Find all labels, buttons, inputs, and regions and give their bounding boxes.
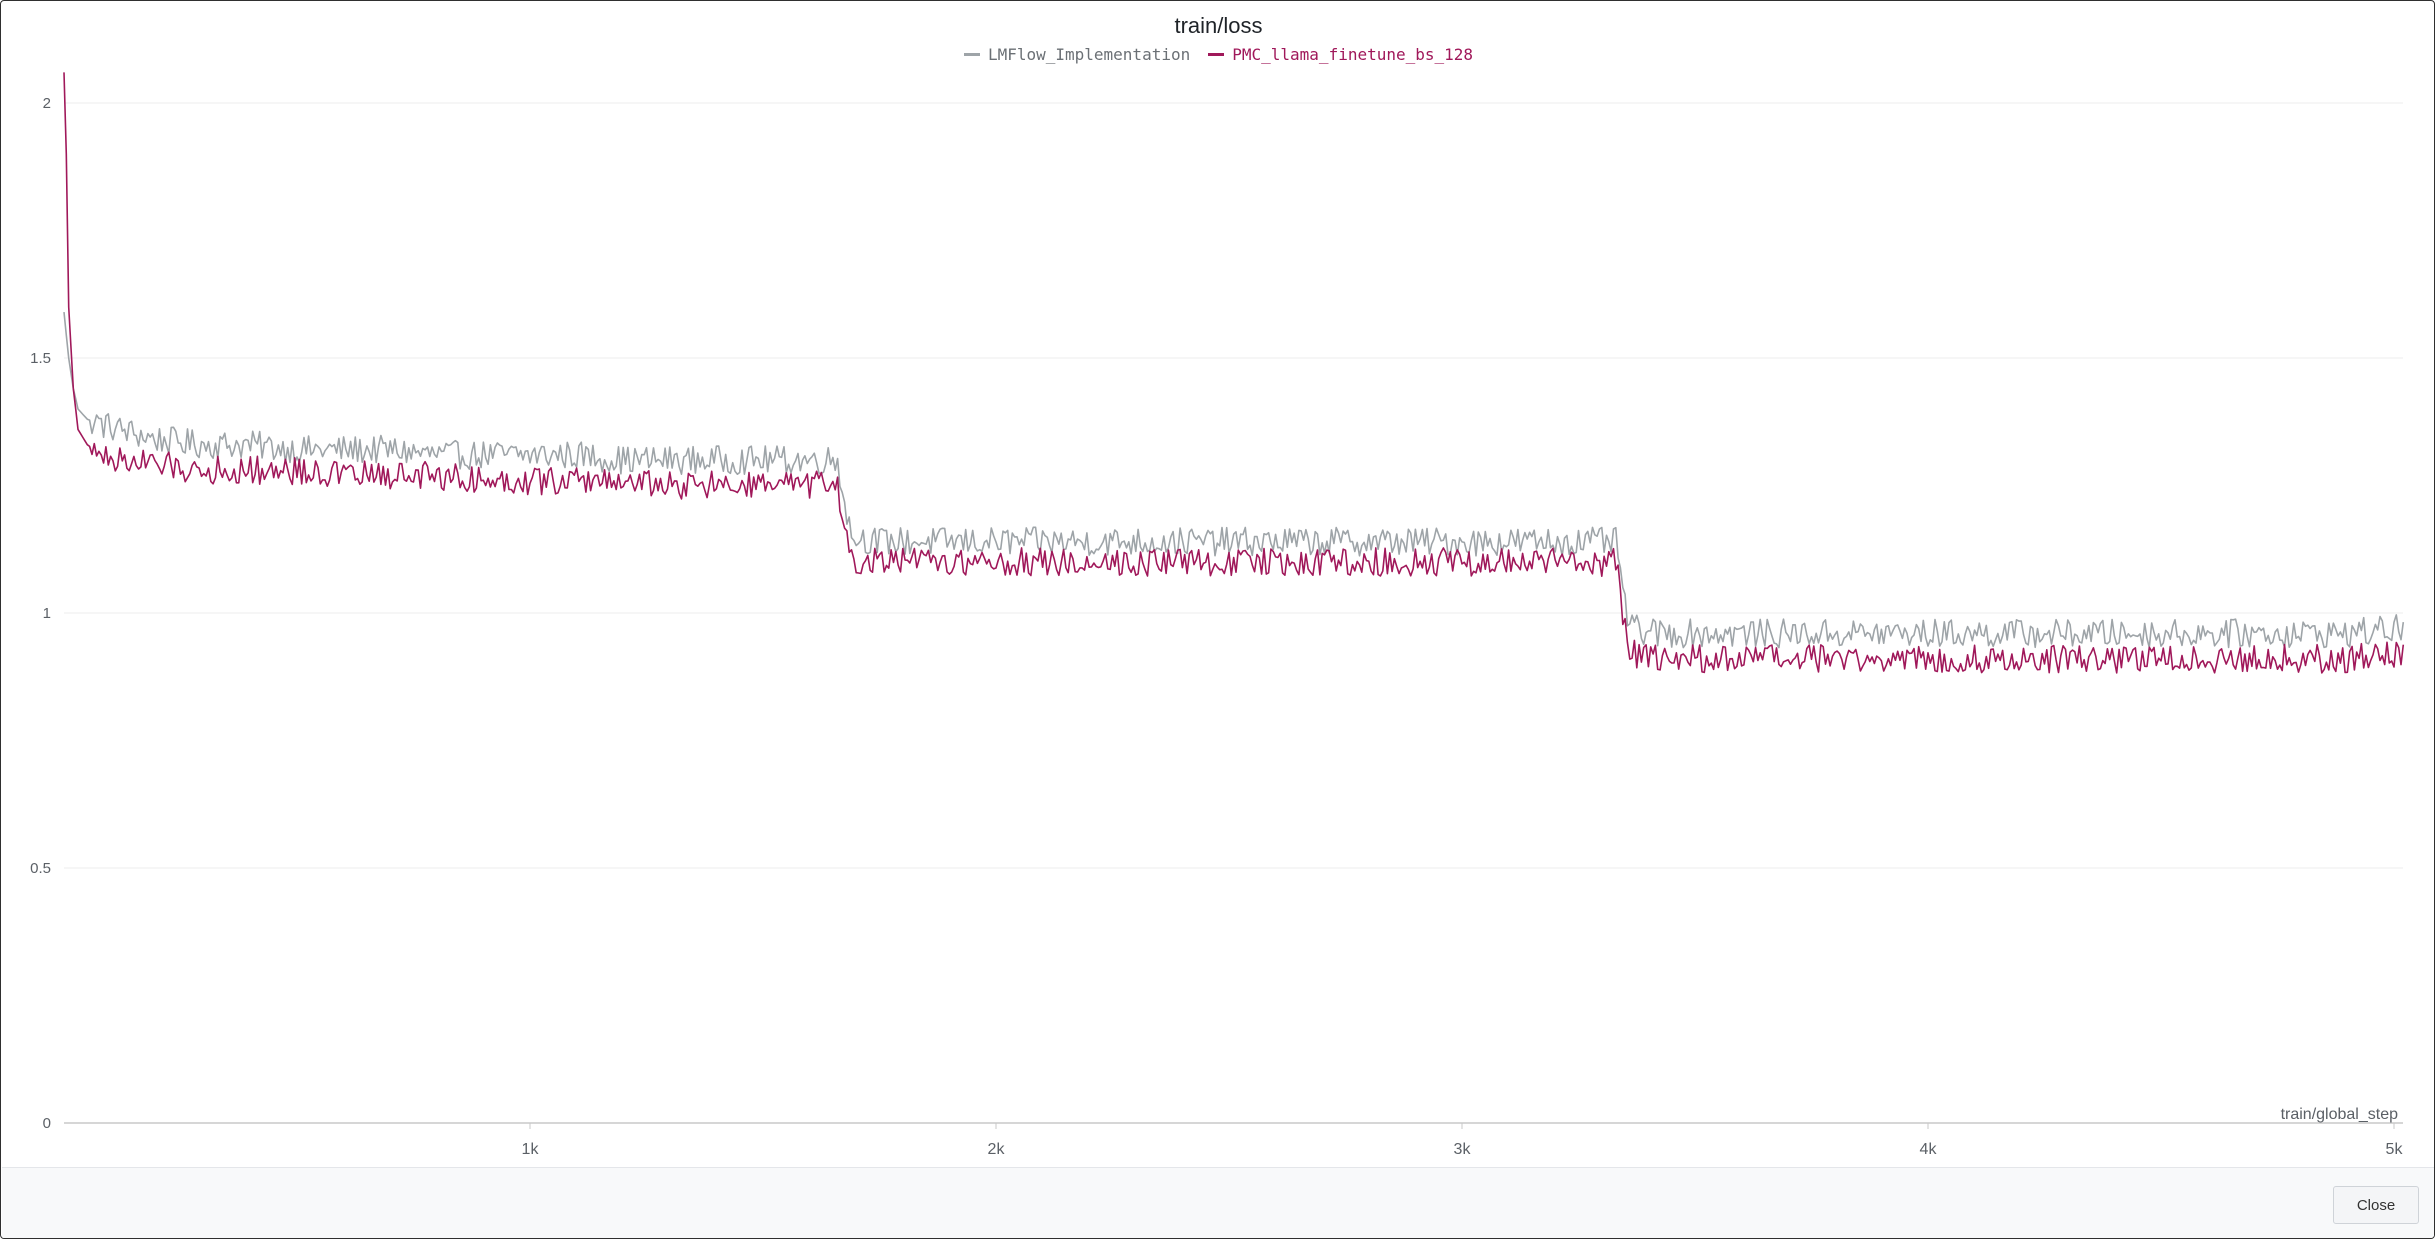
x-tick-label: 5k xyxy=(2386,1141,2404,1158)
legend-item-pmc-llama[interactable]: PMC_llama_finetune_bs_128 xyxy=(1208,45,1473,64)
axes: 0 0.5 1 1.5 2 1k 2k 3k 4k 5k xyxy=(30,95,2403,1158)
legend-label-lmflow: LMFlow_Implementation xyxy=(987,45,1191,64)
legend-label-pmc-llama: PMC_llama_finetune_bs_128 xyxy=(1232,45,1474,64)
modal-footer: Close xyxy=(2,1167,2434,1238)
x-tick-label: 1k xyxy=(522,1141,540,1158)
chart-title: train/loss xyxy=(1174,13,1263,38)
series-line-lmflow-implementation[interactable] xyxy=(63,312,2405,649)
y-tick-label: 1.5 xyxy=(30,350,51,367)
series-lines xyxy=(63,72,2405,674)
x-axis-title: train/global_step xyxy=(2281,1106,2399,1123)
x-tick-label: 4k xyxy=(1920,1141,1938,1158)
series-line-pmc-llama-finetune-bs-128[interactable] xyxy=(63,72,2405,674)
chart-legend: LMFlow_Implementation PMC_llama_finetune… xyxy=(1,45,2434,64)
close-button[interactable]: Close xyxy=(2333,1186,2419,1224)
x-tick-label: 3k xyxy=(1454,1141,1472,1158)
y-tick-label: 1 xyxy=(43,605,51,622)
legend-item-lmflow[interactable]: LMFlow_Implementation xyxy=(963,45,1191,64)
y-tick-label: 2 xyxy=(43,95,51,112)
legend-swatch-lmflow xyxy=(963,53,980,56)
x-tick-label: 2k xyxy=(988,1141,1006,1158)
y-tick-label: 0 xyxy=(43,1115,51,1132)
line-chart[interactable]: 0 0.5 1 1.5 2 1k 2k 3k 4k 5k train/global_step xyxy=(1,1,2434,1167)
y-tick-label: 0.5 xyxy=(30,860,51,877)
grid-lines xyxy=(64,102,2403,869)
legend-swatch-pmc-llama xyxy=(1208,53,1225,56)
